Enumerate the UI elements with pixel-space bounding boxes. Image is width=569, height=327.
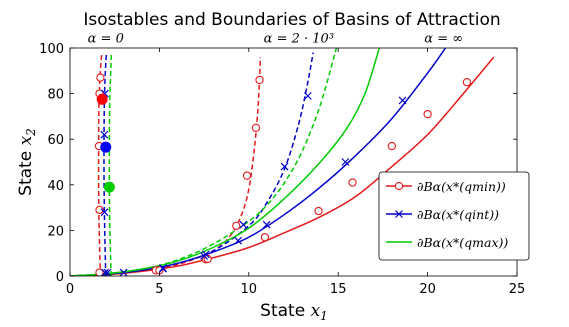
series-line-b-x-qmax: [70, 48, 381, 276]
x-tick-label: 10: [241, 282, 258, 297]
y-tick-label: 20: [47, 224, 64, 239]
y-tick-label: 100: [39, 42, 64, 57]
alpha-annotation: α = 2 · 10³: [264, 32, 334, 47]
equilibrium-point: [96, 93, 108, 105]
x-axis-label: State x1: [260, 301, 328, 323]
legend: ∂Bα(x*(qmin)) ∂Bα(x*(qint)) ∂Bα(x*(qmax)): [378, 171, 530, 261]
data-point-circle: [95, 205, 104, 215]
x-tick-label: 20: [419, 282, 436, 297]
axis-layer: 0 5 10 15 20 25 0 20 40 60 80 100: [39, 42, 525, 297]
alpha-annotation: α = ∞: [424, 32, 463, 47]
series-line-b-x-qmax-0: [108, 52, 113, 276]
data-point-x: [159, 264, 167, 272]
data-point-circle: [423, 109, 432, 119]
series-layer: [70, 48, 495, 276]
legend-label: ∂Bα(x*(qmin)): [417, 179, 506, 194]
data-point-circle: [242, 171, 252, 180]
data-point-circle: [232, 221, 241, 230]
y-tick-label: 60: [47, 133, 64, 148]
legend-label: ∂Bα(x*(qmax)): [417, 235, 508, 250]
data-point-x: [398, 96, 407, 105]
marker-layer: [94, 73, 472, 276]
legend-box: [378, 171, 530, 261]
series-line-b-x-qint-2-10: [70, 52, 314, 276]
data-point-circle: [95, 268, 104, 276]
series-line-b-x-qmin: [70, 56, 495, 276]
data-point-circle: [387, 141, 396, 151]
alpha-annotation: α = 0: [88, 32, 124, 47]
legend-label: ∂Bα(x*(qint)): [417, 207, 499, 222]
data-point-circle: [462, 78, 472, 87]
data-point-x: [239, 220, 248, 229]
data-point-x: [201, 250, 210, 259]
x-tick-label: 5: [155, 282, 163, 297]
data-point-x: [262, 220, 271, 229]
data-point-circle: [255, 75, 264, 85]
data-point-x: [119, 268, 128, 276]
plot-area-frame: [69, 47, 518, 277]
data-point-x: [101, 268, 109, 276]
y-axis-label: State x2: [16, 128, 38, 196]
data-point-circle: [251, 123, 261, 132]
data-point-circle: [96, 73, 105, 82]
data-point-circle: [348, 178, 357, 187]
data-point-x: [280, 162, 289, 171]
x-tick-label: 15: [330, 282, 347, 297]
equilibrium-point: [100, 141, 112, 153]
data-point-x: [100, 130, 109, 139]
data-point-x: [100, 208, 109, 217]
y-tick-label: 0: [56, 270, 64, 285]
legend-marker-circle: [394, 181, 404, 191]
data-point-x: [234, 236, 242, 245]
x-tick-label: 0: [66, 282, 74, 297]
series-line-b-x-qmin-0: [97, 52, 103, 276]
data-point-circle: [260, 233, 270, 242]
data-point-x: [303, 91, 312, 100]
x-tick-label: 25: [509, 282, 526, 297]
y-tick-label: 40: [47, 179, 64, 194]
series-line-b-x-qint-0: [103, 52, 108, 276]
legend-marker-x: [395, 210, 403, 218]
equilibrium-point: [103, 181, 115, 193]
annotation-layer: α = 0 α = 2 · 10³ α = ∞: [88, 32, 463, 47]
data-point-circle: [314, 206, 323, 216]
y-tick-label: 80: [47, 88, 64, 103]
chart-title: Isostables and Boundaries of Basins of A…: [83, 10, 500, 30]
data-point-x: [341, 158, 350, 166]
data-point-x: [103, 268, 112, 276]
